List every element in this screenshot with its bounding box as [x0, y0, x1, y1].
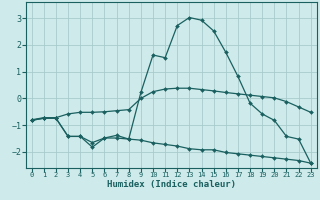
X-axis label: Humidex (Indice chaleur): Humidex (Indice chaleur)	[107, 180, 236, 189]
